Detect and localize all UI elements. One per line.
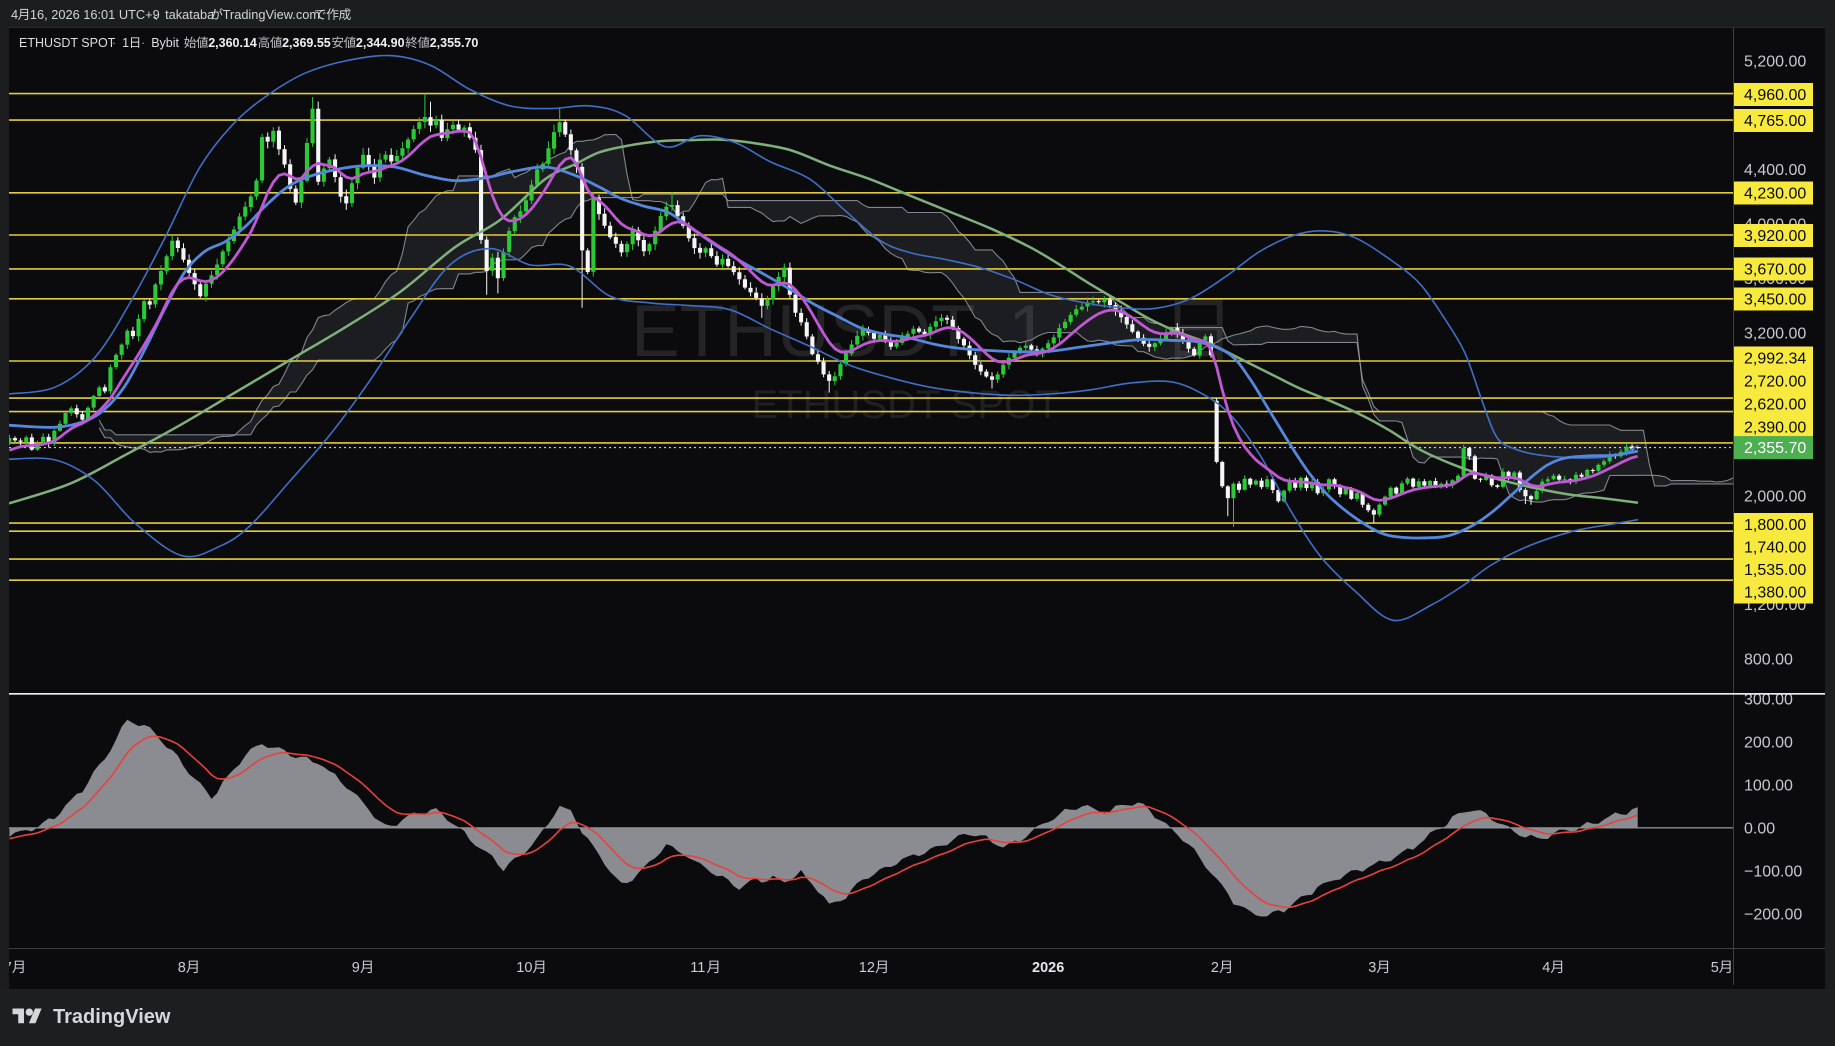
svg-text:16, 2026 16:01 UTC+9: 16, 2026 16:01 UTC+9 bbox=[30, 7, 160, 22]
svg-text:2,720.00: 2,720.00 bbox=[1744, 374, 1806, 391]
svg-text:5,200.00: 5,200.00 bbox=[1744, 54, 1806, 71]
svg-text:2,000.00: 2,000.00 bbox=[1744, 488, 1806, 505]
svg-text:1: 1 bbox=[122, 36, 129, 50]
svg-text:ETHUSDT, 1: ETHUSDT, 1 bbox=[631, 291, 1049, 372]
svg-text:0.00: 0.00 bbox=[1744, 820, 1775, 837]
svg-text:2,369.55: 2,369.55 bbox=[282, 36, 331, 50]
svg-text:300.00: 300.00 bbox=[1744, 691, 1793, 708]
svg-text:1,800.00: 1,800.00 bbox=[1744, 517, 1806, 534]
svg-text:ETHUSDT SPOT: ETHUSDT SPOT bbox=[752, 383, 1060, 427]
svg-text:10: 10 bbox=[516, 960, 532, 976]
svg-text:8: 8 bbox=[178, 960, 186, 976]
svg-text:4,400.00: 4,400.00 bbox=[1744, 162, 1806, 179]
svg-text:4,230.00: 4,230.00 bbox=[1744, 186, 1806, 203]
svg-text:3: 3 bbox=[1368, 960, 1376, 976]
svg-text:3,200.00: 3,200.00 bbox=[1744, 325, 1806, 342]
svg-text:2,344.90: 2,344.90 bbox=[356, 36, 405, 50]
svg-text:200.00: 200.00 bbox=[1744, 734, 1793, 751]
svg-text:2,390.00: 2,390.00 bbox=[1744, 420, 1806, 437]
svg-text:·: · bbox=[112, 36, 116, 50]
svg-text:2,355.70: 2,355.70 bbox=[430, 36, 479, 50]
svg-text:−100.00: −100.00 bbox=[1744, 863, 1802, 880]
svg-text:ETHUSDT SPOT: ETHUSDT SPOT bbox=[19, 36, 116, 50]
svg-text:4,765.00: 4,765.00 bbox=[1744, 113, 1806, 130]
svg-text:4: 4 bbox=[11, 7, 18, 22]
svg-text:4,960.00: 4,960.00 bbox=[1744, 87, 1806, 104]
svg-text:TradingView.com: TradingView.com bbox=[223, 7, 320, 22]
svg-text:11: 11 bbox=[690, 960, 705, 976]
svg-text:2,360.14: 2,360.14 bbox=[208, 36, 257, 50]
svg-text:7: 7 bbox=[4, 960, 12, 976]
svg-text:2,620.00: 2,620.00 bbox=[1744, 397, 1806, 414]
svg-text:1,380.00: 1,380.00 bbox=[1744, 585, 1806, 602]
svg-text:2,992.34: 2,992.34 bbox=[1744, 351, 1806, 368]
svg-text:·: · bbox=[141, 36, 145, 50]
svg-text:12: 12 bbox=[859, 960, 875, 976]
svg-text:4: 4 bbox=[1542, 960, 1550, 976]
svg-text:5: 5 bbox=[1711, 960, 1719, 976]
svg-text:100.00: 100.00 bbox=[1744, 777, 1793, 794]
svg-text:2: 2 bbox=[1211, 960, 1219, 976]
svg-text:9: 9 bbox=[352, 960, 360, 976]
svg-text:3,670.00: 3,670.00 bbox=[1744, 262, 1806, 279]
svg-text:3,920.00: 3,920.00 bbox=[1744, 228, 1806, 245]
svg-text:2,355.70: 2,355.70 bbox=[1744, 440, 1806, 457]
svg-text:takataba: takataba bbox=[165, 7, 215, 22]
svg-text:1,740.00: 1,740.00 bbox=[1744, 540, 1806, 557]
svg-text:Bybit: Bybit bbox=[151, 36, 179, 50]
svg-text:2026: 2026 bbox=[1032, 960, 1064, 976]
svg-text:−200.00: −200.00 bbox=[1744, 906, 1802, 923]
svg-text:1,535.00: 1,535.00 bbox=[1744, 562, 1806, 579]
svg-text:3,450.00: 3,450.00 bbox=[1744, 292, 1806, 309]
svg-text:800.00: 800.00 bbox=[1744, 652, 1793, 669]
svg-text:TradingView: TradingView bbox=[53, 1006, 171, 1028]
